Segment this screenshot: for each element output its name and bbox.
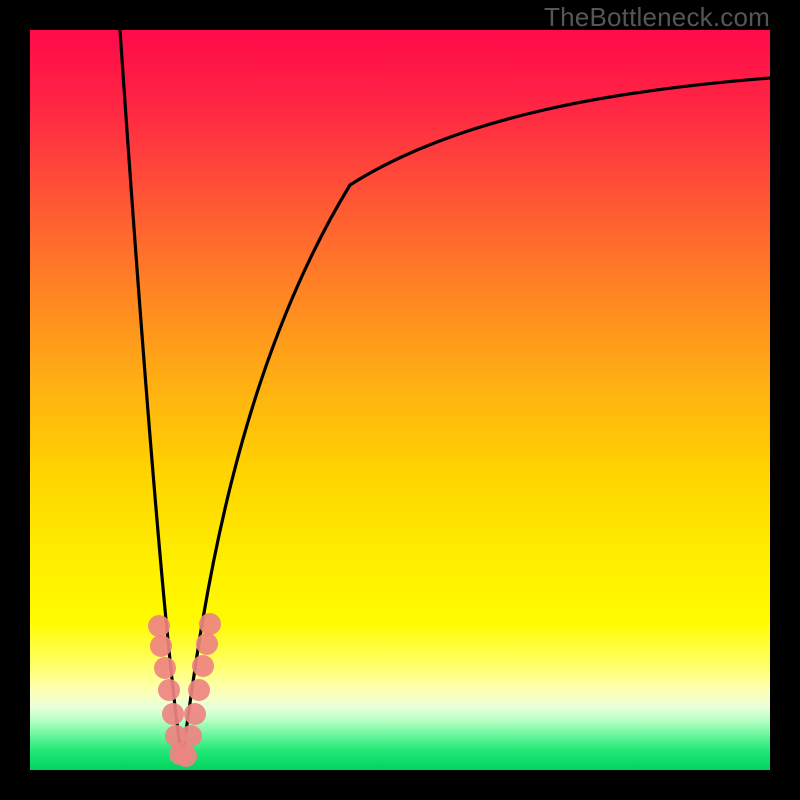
frame-border-left <box>0 0 30 800</box>
data-marker <box>148 615 170 637</box>
data-marker <box>199 613 221 635</box>
frame-border-right <box>770 0 800 800</box>
frame-border-bottom <box>0 770 800 800</box>
data-marker <box>154 657 176 679</box>
data-marker <box>196 633 218 655</box>
data-marker <box>158 679 180 701</box>
bottleneck-chart-svg <box>0 0 800 800</box>
watermark-text: TheBottleneck.com <box>544 2 770 33</box>
data-marker <box>188 679 210 701</box>
data-marker <box>162 703 184 725</box>
data-marker <box>184 703 206 725</box>
data-marker <box>150 635 172 657</box>
chart-frame: TheBottleneck.com <box>0 0 800 800</box>
data-marker <box>180 725 202 747</box>
data-marker <box>175 745 197 767</box>
data-marker <box>192 655 214 677</box>
plot-background <box>30 30 770 770</box>
